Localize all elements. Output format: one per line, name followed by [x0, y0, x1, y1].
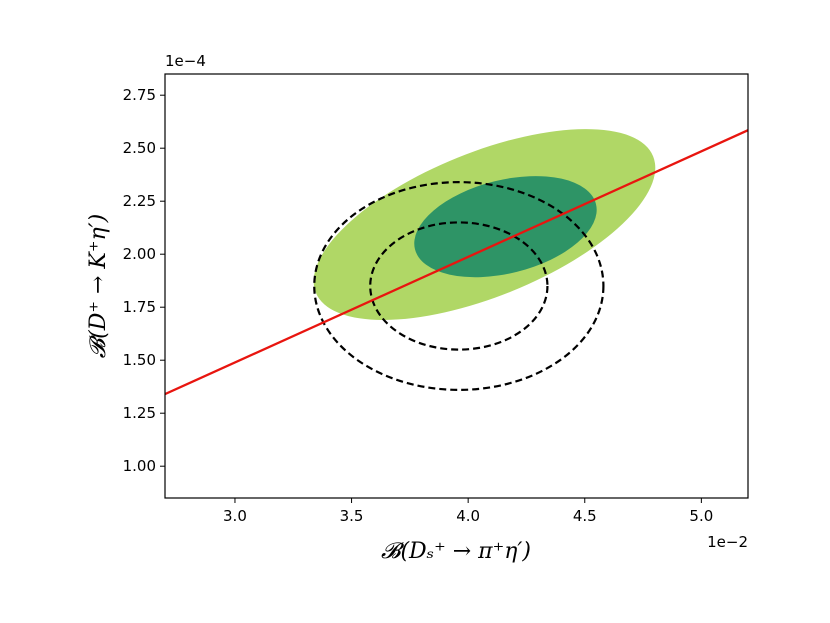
dashed-ellipse-1sigma — [369, 221, 549, 351]
y-tick-label: 1.50 — [123, 351, 156, 369]
x-tick-label: 5.0 — [689, 507, 713, 525]
y-tick-label: 2.00 — [123, 245, 156, 263]
tick-layer: 3.0 3.5 4.0 4.5 5.0 1.00 1.25 1.50 1.75 2.00 2.25 2… — [123, 86, 714, 525]
y-tick-label: 2.75 — [123, 86, 156, 104]
x-offset-label: 1e−2 — [707, 533, 748, 551]
y-tick-label: 1.00 — [123, 457, 156, 475]
plot-frame — [164, 73, 749, 499]
filled-ellipse-1sigma — [414, 176, 597, 278]
y-axis-label: 𝓑(D⁺ → K⁺η′) — [86, 214, 111, 358]
red-line — [165, 129, 748, 396]
x-tick-label: 4.0 — [456, 507, 480, 525]
x-tick-label: 4.5 — [573, 507, 597, 525]
x-axis-label: 𝓑(Dₛ⁺ → π⁺η′) — [381, 539, 531, 564]
dashed-ellipse-2sigma — [313, 181, 605, 391]
x-tick-label: 3.5 — [340, 507, 364, 525]
y-offset-label: 1e−4 — [165, 52, 206, 70]
data-layer — [165, 129, 748, 396]
y-tick-label: 1.25 — [123, 404, 156, 422]
x-tick-label: 3.0 — [223, 507, 247, 525]
y-tick-label: 2.25 — [123, 192, 156, 210]
y-tick-label: 1.75 — [123, 298, 156, 316]
y-tick-label: 2.50 — [123, 139, 156, 157]
